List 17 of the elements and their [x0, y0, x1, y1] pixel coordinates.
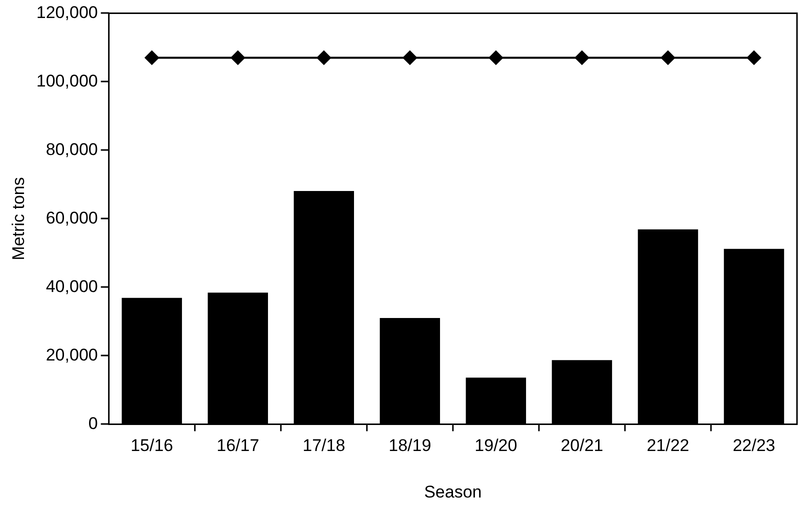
y-tick-label: 120,000 — [36, 2, 98, 22]
x-tick-label: 17/18 — [302, 436, 346, 456]
x-axis-title: Season — [424, 482, 482, 502]
x-tick-label: 18/19 — [388, 436, 432, 456]
y-tick-label: 100,000 — [36, 71, 98, 90]
y-tick-label: 40,000 — [46, 276, 98, 296]
x-tick-label: 22/23 — [732, 436, 776, 456]
x-tick-label: 21/22 — [646, 436, 690, 456]
x-tick-label: 16/17 — [216, 436, 260, 456]
y-tick-label: 80,000 — [46, 140, 98, 159]
x-tick-label: 19/20 — [474, 436, 518, 456]
y-tick-label: 20,000 — [46, 345, 98, 364]
x-tick-label: 15/16 — [130, 436, 174, 456]
x-tick-label: 20/21 — [560, 436, 604, 456]
y-tick-label: 0 — [88, 414, 98, 433]
y-axis-title: Metric tons — [8, 177, 28, 260]
y-tick-label: 60,000 — [46, 208, 98, 228]
